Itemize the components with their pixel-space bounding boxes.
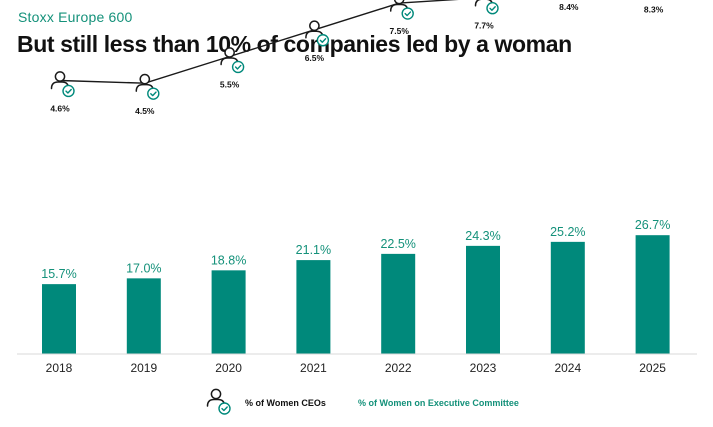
exec-bar-2022: [381, 253, 416, 354]
exec-bar-2021: [296, 260, 331, 354]
legend-ceo-label: % of Women CEOs: [245, 398, 326, 408]
exec-bar-2020: [211, 270, 246, 354]
chart-subtitle: Stoxx Europe 600: [18, 9, 133, 25]
exec-bar-2024: [550, 241, 585, 354]
ceo-point-label-2022: 7.5%: [390, 26, 410, 36]
exec-bar-label-2025: 26.7%: [635, 218, 670, 232]
legend-person-check-icon: [206, 388, 231, 415]
x-tick-label-2025: 2025: [639, 361, 666, 375]
ceo-line: [59, 0, 459, 84]
exec-bar-label-2022: 22.5%: [380, 237, 415, 251]
x-tick-label-2022: 2022: [385, 361, 412, 375]
exec-bar-label-2021: 21.1%: [296, 243, 331, 257]
ceo-point-label-2018: 4.6%: [50, 103, 70, 113]
x-tick-label-2023: 2023: [470, 361, 497, 375]
x-axis: 2018 2019 2020 2021 2022 2023 2024 2025: [17, 353, 697, 375]
ceo-person-check-icon-2018: [50, 71, 75, 98]
x-tick-label-2020: 2020: [215, 361, 242, 375]
exec-bar-2019: [126, 278, 161, 354]
x-tick-label-2019: 2019: [130, 361, 157, 375]
ceo-point-label-2024: 8.4%: [559, 2, 579, 12]
x-tick-label-2021: 2021: [300, 361, 327, 375]
ceo-point-label-2019: 4.5%: [135, 106, 155, 116]
exec-bar-label-2023: 24.3%: [465, 229, 500, 243]
exec-bar-label-2019: 17.0%: [126, 261, 161, 275]
exec-bar-label-2018: 15.7%: [41, 267, 76, 281]
exec-bar-2023: [466, 245, 500, 354]
x-tick-label-2018: 2018: [46, 361, 73, 375]
legend-person-check-glyph: [206, 388, 231, 415]
ceo-person-check-icon-2020: [220, 47, 245, 74]
bars-layer: 15.7% 17.0% 18.8% 21.1% 22.5% 24.3% 25.2% 26.7%: [41, 218, 670, 354]
ceo-point-label-2021: 6.5%: [305, 53, 325, 63]
legend: % of Women CEOs % of Women on Executive …: [206, 388, 519, 415]
ceo-line-layer: 4.6% 4.5% 5.5% 6.5% 7.5% 7.7% 8.4% 8.3%: [50, 0, 664, 116]
exec-bar-label-2024: 25.2%: [550, 225, 585, 239]
ceo-person-check-icon-2022: [389, 0, 414, 20]
x-tick-label-2024: 2024: [554, 361, 581, 375]
legend-exec-label: % of Women on Executive Committee: [358, 398, 519, 408]
ceo-person-check-icon-2019: [135, 73, 160, 100]
ceo-point-label-2020: 5.5%: [220, 79, 240, 89]
ceo-point-label-2023: 7.7%: [474, 21, 494, 31]
ceo-person-check-icon-2023: [474, 0, 499, 15]
ceo-person-check-icon-2021: [305, 20, 330, 47]
exec-bar-label-2020: 18.8%: [211, 253, 246, 267]
exec-bar-2018: [42, 284, 76, 354]
ceo-point-label-2025: 8.3%: [644, 5, 664, 15]
exec-bar-2025: [635, 235, 670, 354]
